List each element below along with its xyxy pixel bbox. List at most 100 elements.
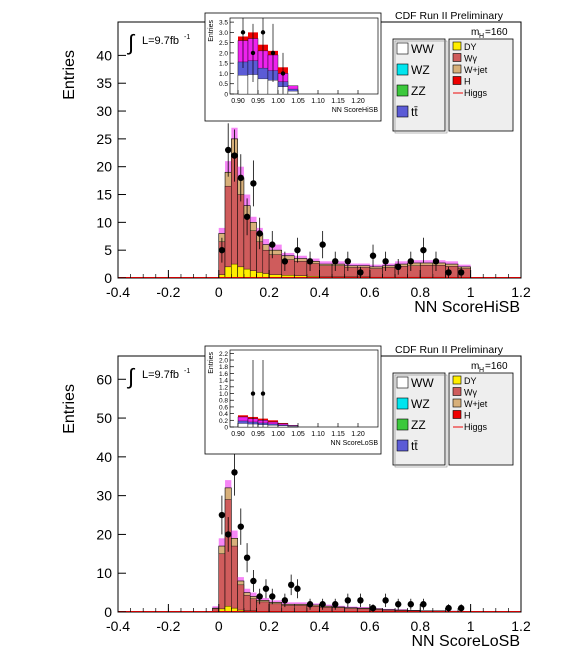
inset-x-tick-label: 1.05 [291,431,305,438]
wgamma-bin [344,267,358,279]
wgamma-bin [382,267,396,279]
legend-label: H [464,77,471,87]
wgamma-bin [237,194,245,279]
legend-shadow-left [394,374,448,468]
inset-y-tick-label: 0 [224,92,228,99]
higgs-band-bin [281,602,295,605]
mass-label: m [471,361,479,372]
y-tick-label: 0 [104,604,112,620]
data-point [218,246,226,254]
data-point [231,152,238,159]
y-axis-label: Entries [61,384,78,434]
inset-y-tick-label: 1.4 [219,378,228,385]
dy-bin [243,268,251,279]
inset-y-tick-label: 3.5 [219,20,228,27]
higgs-band-bin [357,263,370,266]
data-point [306,258,314,265]
data-point [250,577,257,585]
higgs-band-bin [231,530,238,539]
legend-swatch [396,376,409,389]
legend-label: Wγ [464,54,477,64]
data-point [445,604,452,612]
inset-frame [229,349,379,428]
data-point [407,601,415,608]
data-point [237,174,244,182]
wgamma-bin [218,553,226,613]
data-point [243,554,251,561]
x-tick-label: 1.2 [511,618,531,634]
inset-data-point [250,391,256,396]
inset-x-tick-label: 1.05 [291,98,305,105]
data-point [237,523,244,530]
y-tick-label: 15 [96,187,112,203]
x-tick-label: 0.4 [310,618,330,634]
legend-swatch [396,418,409,431]
legend-swatch [452,64,462,74]
x-tick-label: -0.4 [106,618,130,634]
lumi-superscript: -1 [184,368,190,375]
y-tick-label: 40 [96,47,112,63]
inset-higgs-bin [268,420,278,422]
data-point [281,258,289,265]
data-point [287,581,295,589]
wgamma-bin [268,603,282,613]
legend-label: H [464,411,471,421]
legend-shadow-left [394,40,448,134]
wgamma-bin [243,595,251,613]
inset-data-point [250,50,256,56]
wgamma-bin [319,265,333,279]
legend-label: DY [464,376,477,386]
inset-ww-bin [267,80,279,95]
inset-y-tick-label: 2.5 [219,40,228,47]
higgs-band-bin [250,216,257,223]
legend-swatch [396,105,409,118]
data-point [281,597,289,604]
y-tick-label: 40 [96,449,112,465]
data-point [243,213,251,220]
x-tick-label: 0 [215,618,223,634]
mass-label-value: =160 [485,361,508,372]
legend-swatch [452,375,462,385]
legend-swatch [452,410,462,419]
x-tick-label: 0.4 [310,284,330,300]
data-point [262,585,270,592]
y-tick-label: 30 [96,488,112,504]
higgs-band-bin [294,255,307,259]
higgs-band-bin [250,592,257,597]
dy-bin [250,270,257,279]
inset-y-tick-label: 1.6 [219,371,228,378]
mass-label-value: =160 [485,27,508,38]
wgamma-bin [224,185,232,279]
legend-swatch [452,53,462,62]
data-point [369,604,377,612]
inset-y-tick-label: 1.8 [219,364,228,371]
higgs-band-bin [420,260,433,263]
dy-bin [237,266,245,279]
higgs-band-bin [332,261,345,265]
inset-y-tick-label: 1.5 [219,61,228,68]
legend-label: WZ [411,397,430,411]
inset-ww-bin [287,426,299,428]
y-tick-label: 10 [96,565,112,581]
legend-label: WW [411,376,434,390]
x-axis-label: NN ScoreLoSB [412,633,521,650]
data-point [319,601,326,608]
inset-ww-bin [267,425,279,428]
y-tick-label: 30 [96,103,112,119]
data-point [457,269,465,276]
legend-box-right [448,38,514,132]
y-tick-label: 25 [96,131,112,147]
x-tick-label: 0.6 [360,284,380,300]
higgs-band-bin [243,588,251,593]
data-point [344,258,352,265]
header-label: CDF Run II Preliminary [395,10,504,22]
data-point [294,246,301,254]
y-tick-label: 10 [96,214,112,230]
inset-data-point [260,30,266,35]
data-point [382,597,389,604]
inset-y-tick-label: 1.2 [219,384,228,391]
mass-label: m [471,27,479,38]
x-tick-label: 1 [467,284,475,300]
y-tick-label: 20 [96,526,112,542]
wgamma-bin [369,268,383,279]
